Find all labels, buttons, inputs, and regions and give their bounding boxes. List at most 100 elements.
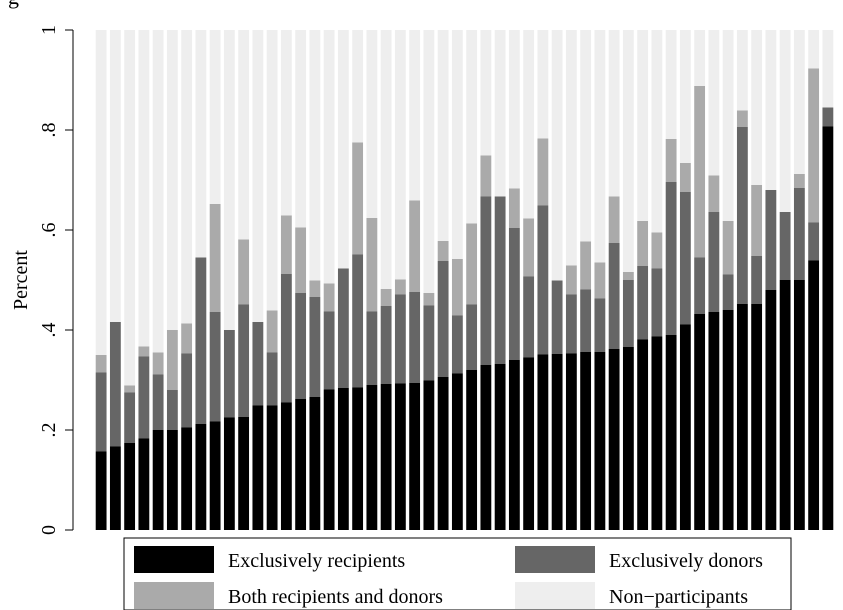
bar-segment-3-39 bbox=[637, 221, 649, 266]
bar-segment-2-48 bbox=[765, 190, 777, 290]
bar-segment-1-46 bbox=[736, 304, 748, 530]
bar-segment-4-23 bbox=[409, 30, 421, 201]
y-tick-label: .2 bbox=[38, 423, 60, 438]
bar-segment-2-12 bbox=[252, 322, 264, 406]
bar-segment-1-5 bbox=[152, 430, 164, 530]
bar-segment-2-7 bbox=[181, 353, 193, 428]
bar-segment-3-7 bbox=[181, 323, 193, 354]
bar-segment-3-15 bbox=[295, 227, 307, 293]
bar-segment-1-11 bbox=[238, 417, 250, 530]
bar-segment-4-22 bbox=[394, 30, 406, 280]
bar-segment-2-18 bbox=[337, 268, 349, 388]
bar-segment-3-43 bbox=[694, 86, 706, 258]
bar-segment-4-5 bbox=[152, 30, 164, 353]
bar-segment-2-47 bbox=[751, 256, 763, 304]
bar-segment-3-51 bbox=[808, 68, 820, 223]
bar-segment-2-39 bbox=[637, 266, 649, 340]
bar-segment-3-23 bbox=[409, 200, 421, 292]
bar-segment-4-18 bbox=[337, 30, 349, 269]
bar-segment-3-19 bbox=[352, 142, 364, 255]
bar-segment-2-52 bbox=[822, 107, 834, 127]
bar-segment-2-38 bbox=[622, 280, 634, 347]
bar-segment-4-4 bbox=[138, 30, 150, 347]
bar-segment-4-40 bbox=[651, 30, 663, 233]
bar-segment-1-1 bbox=[95, 451, 107, 530]
bar-segment-2-13 bbox=[266, 352, 278, 406]
bar-segment-4-26 bbox=[451, 30, 463, 259]
bar-segment-3-36 bbox=[594, 262, 606, 299]
bar-segment-2-45 bbox=[722, 274, 734, 310]
bar-segment-2-4 bbox=[138, 356, 150, 439]
bar-segment-1-26 bbox=[451, 373, 463, 530]
bar-segment-3-27 bbox=[466, 223, 478, 305]
bar-segment-4-6 bbox=[166, 30, 178, 330]
bar-segment-3-6 bbox=[166, 330, 178, 390]
bar-segment-4-2 bbox=[109, 30, 121, 322]
bar-segment-4-48 bbox=[765, 30, 777, 190]
bar-segment-2-29 bbox=[494, 196, 506, 364]
bar-segment-2-36 bbox=[594, 298, 606, 352]
bar-segment-2-23 bbox=[409, 292, 421, 383]
bar-segment-3-16 bbox=[309, 280, 321, 297]
bar-segment-1-3 bbox=[124, 443, 136, 530]
bar-segment-1-12 bbox=[252, 405, 264, 530]
bar-segment-2-2 bbox=[109, 322, 121, 447]
bar-segment-4-52 bbox=[822, 30, 834, 108]
bar-segment-4-29 bbox=[494, 30, 506, 197]
bar-segment-3-37 bbox=[608, 196, 620, 243]
bar-segment-1-9 bbox=[209, 421, 221, 530]
bar-segment-2-28 bbox=[480, 196, 492, 365]
bar-segment-3-34 bbox=[565, 265, 577, 295]
bar-segment-4-16 bbox=[309, 30, 321, 281]
bar-segment-1-31 bbox=[523, 357, 535, 530]
bar-segment-4-37 bbox=[608, 30, 620, 197]
bar-segment-1-32 bbox=[537, 354, 549, 530]
bar-segment-1-44 bbox=[708, 312, 720, 530]
bar-segment-1-36 bbox=[594, 352, 606, 530]
bar-segment-1-38 bbox=[622, 347, 634, 530]
bar-segment-1-45 bbox=[722, 310, 734, 530]
bar-segment-2-9 bbox=[209, 312, 221, 422]
bar-segment-4-44 bbox=[708, 30, 720, 176]
bar-segment-1-17 bbox=[323, 389, 335, 530]
bar-segment-4-24 bbox=[423, 30, 435, 293]
bar-segment-4-15 bbox=[295, 30, 307, 228]
bar-segment-3-25 bbox=[437, 241, 449, 261]
bar-segment-2-44 bbox=[708, 212, 720, 312]
bar-segment-3-31 bbox=[523, 218, 535, 277]
bar-segment-4-30 bbox=[508, 30, 520, 189]
bar-segment-1-14 bbox=[280, 402, 292, 530]
bar-segment-2-26 bbox=[451, 315, 463, 374]
bar-segment-2-11 bbox=[238, 304, 250, 417]
bar-segment-4-19 bbox=[352, 30, 364, 143]
bar-segment-3-46 bbox=[736, 110, 748, 127]
y-tick-label: .6 bbox=[38, 223, 60, 238]
bar-segment-1-48 bbox=[765, 290, 777, 530]
bar-segment-2-5 bbox=[152, 374, 164, 430]
legend-frame bbox=[123, 537, 792, 610]
bar-segment-3-40 bbox=[651, 232, 663, 269]
y-tick-label: .4 bbox=[38, 323, 60, 338]
bar-segment-2-43 bbox=[694, 257, 706, 314]
bar-segment-2-41 bbox=[665, 182, 677, 335]
bar-segment-3-9 bbox=[209, 204, 221, 312]
bar-segment-2-42 bbox=[679, 192, 691, 325]
bar-segment-1-19 bbox=[352, 387, 364, 530]
bar-segment-4-43 bbox=[694, 30, 706, 86]
bar-segment-4-32 bbox=[537, 30, 549, 139]
bar-segment-3-1 bbox=[95, 355, 107, 373]
bar-segment-1-24 bbox=[423, 380, 435, 530]
bar-segment-2-21 bbox=[380, 306, 392, 384]
bar-segment-1-42 bbox=[679, 324, 691, 530]
bar-segment-4-46 bbox=[736, 30, 748, 111]
bar-segment-3-45 bbox=[722, 221, 734, 275]
bar-segment-1-10 bbox=[223, 417, 235, 530]
bar-segment-4-14 bbox=[280, 30, 292, 216]
bar-segment-3-38 bbox=[622, 272, 634, 280]
bar-segment-1-30 bbox=[508, 360, 520, 530]
bar-segment-4-39 bbox=[637, 30, 649, 221]
bar-segment-3-20 bbox=[366, 218, 378, 312]
bar-segment-4-10 bbox=[223, 30, 235, 330]
bar-segment-4-28 bbox=[480, 30, 492, 156]
